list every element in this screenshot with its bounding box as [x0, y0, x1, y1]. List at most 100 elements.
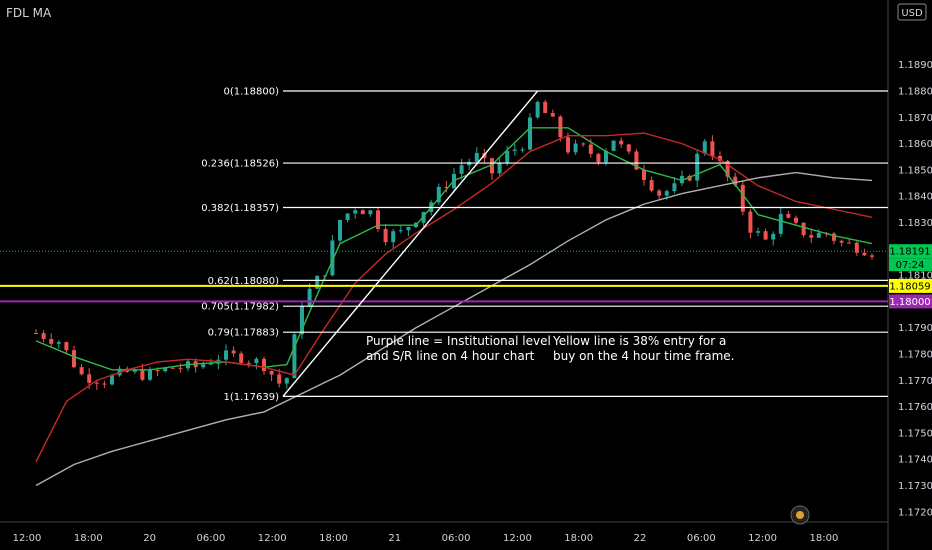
candle-body: [687, 175, 692, 181]
ma-mid-line: [35, 132, 873, 463]
candle-body: [284, 378, 289, 384]
candle-body: [649, 180, 654, 191]
x-tick-label: 20: [143, 533, 156, 544]
candle-body: [269, 371, 274, 375]
x-tick-label: 18:00: [319, 533, 348, 544]
candle-body: [277, 374, 282, 384]
candle-body: [505, 150, 510, 163]
x-tick-label: 12:00: [748, 533, 777, 544]
candle-body: [664, 191, 669, 196]
y-tick-label: 1.18100: [898, 271, 932, 282]
candle-body: [132, 369, 137, 372]
candle-body: [748, 211, 753, 233]
candle-body: [497, 162, 502, 174]
candle-body: [72, 350, 76, 368]
candle-body: [459, 165, 464, 174]
candle-body: [474, 152, 479, 162]
candle-body: [657, 190, 662, 196]
yellow-note-line-1: Yellow line is 38% entry for a: [553, 334, 727, 348]
currency-label: USD: [901, 8, 923, 19]
candle-body: [573, 143, 578, 153]
yellow-level-price-label: 1.18059: [889, 281, 930, 292]
trend-line[interactable]: [282, 90, 539, 397]
candle-body: [231, 350, 236, 354]
purple-level-price-tag: [889, 294, 932, 309]
fib-level-label: 0.382(1.18357): [201, 203, 279, 214]
candle-body: [596, 153, 601, 163]
candle-body: [832, 233, 836, 241]
candle-body: [619, 140, 624, 145]
candle-body: [550, 113, 555, 117]
y-tick-label: 1.17900: [898, 323, 932, 334]
candle-body: [170, 367, 175, 369]
fib-level-label: 0.62(1.18080): [208, 276, 280, 287]
x-tick-label: 06:00: [196, 533, 225, 544]
candle-body: [710, 141, 715, 156]
fib-level-label: 0.705(1.17982): [201, 302, 279, 313]
candle-body: [79, 367, 84, 375]
candle-body: [512, 149, 517, 151]
symbol-label[interactable]: FDL MA: [6, 6, 52, 20]
candle-body: [566, 137, 570, 153]
x-tick-label: 12:00: [13, 533, 42, 544]
x-tick-label: 12:00: [258, 533, 287, 544]
candle-body: [140, 369, 145, 380]
candle-body: [847, 242, 852, 244]
candle-body: [300, 305, 304, 335]
candle-body: [56, 342, 61, 344]
candle-body: [642, 169, 646, 181]
candle-body: [292, 334, 297, 379]
candle-body: [786, 213, 791, 218]
candle-body: [254, 358, 259, 364]
candle-body: [148, 370, 152, 380]
countdown-label: 07:24: [896, 260, 925, 271]
candle-body: [262, 358, 266, 372]
candle-body: [725, 160, 730, 177]
candle-body: [862, 252, 867, 256]
candle-body: [406, 227, 411, 231]
candle-body: [528, 117, 532, 150]
candle-body: [360, 210, 365, 215]
yellow-level-price-tag: [889, 278, 932, 293]
y-tick-label: 1.17300: [898, 481, 932, 492]
candle-body: [239, 353, 244, 363]
candle-body: [34, 332, 38, 334]
currency-box[interactable]: [897, 3, 927, 21]
candle-body: [839, 240, 844, 243]
x-tick-label: 18:00: [809, 533, 838, 544]
candle-body: [398, 230, 403, 232]
candle-body: [201, 364, 206, 368]
candle-body: [634, 151, 639, 170]
candle-body: [718, 155, 722, 161]
candle-body: [391, 231, 396, 243]
candle-body: [163, 367, 168, 372]
y-tick-label: 1.18300: [898, 218, 932, 229]
candle-body: [695, 153, 700, 181]
current-price-label: 1.18191: [889, 247, 930, 258]
x-tick-label: 21: [388, 533, 401, 544]
candle-body: [801, 222, 806, 236]
y-tick-label: 1.17200: [898, 507, 932, 518]
candle-body: [490, 158, 494, 174]
candle-body: [49, 338, 54, 344]
candle-body: [778, 213, 783, 234]
candle-body: [383, 228, 388, 243]
candle-body: [64, 342, 69, 351]
candle-body: [626, 144, 631, 152]
x-tick-label: 18:00: [564, 533, 593, 544]
yellow-line-note: Yellow line is 38% entry for a buy on th…: [553, 334, 734, 364]
y-tick-label: 1.17500: [898, 428, 932, 439]
ma-fast-line: [35, 127, 873, 371]
candle-body: [763, 231, 768, 240]
candle-body: [178, 367, 183, 369]
y-tick-label: 1.18400: [898, 192, 932, 203]
y-tick-label: 1.17800: [898, 350, 932, 361]
x-tick-label: 06:00: [687, 533, 716, 544]
current-price-tag: [889, 244, 932, 259]
y-tick-label: 1.18600: [898, 139, 932, 150]
candle-body: [110, 375, 114, 385]
candle-body: [421, 211, 426, 223]
candle-body: [702, 141, 707, 154]
